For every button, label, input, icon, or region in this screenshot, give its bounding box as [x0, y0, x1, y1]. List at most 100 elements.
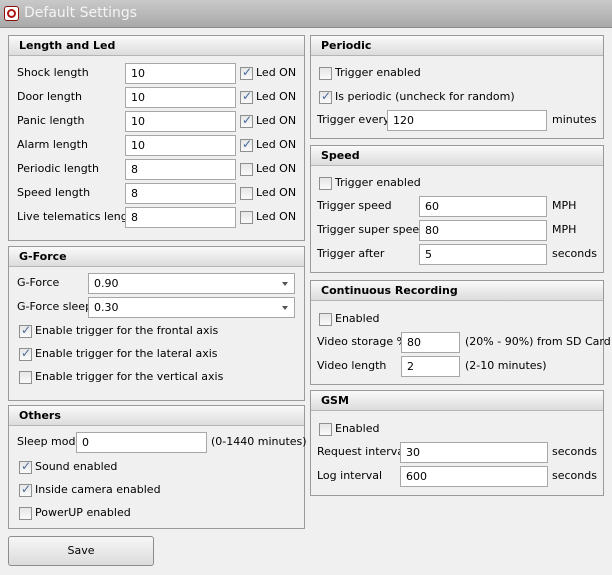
periodic-trigger-label: Trigger enabled	[335, 66, 421, 79]
length-label: Alarm length	[17, 138, 88, 151]
periodic-trigger-checkbox[interactable]	[319, 67, 332, 80]
option-checkbox[interactable]	[19, 346, 32, 361]
log-interval-unit: seconds	[552, 469, 597, 482]
gsm-enabled-checkbox[interactable]	[319, 423, 332, 436]
option-label: Inside camera enabled	[35, 483, 161, 496]
led-on-label: Led ON	[256, 66, 297, 79]
gsm-enabled-label: Enabled	[335, 422, 380, 435]
option-label: Enable trigger for the vertical axis	[35, 370, 224, 383]
video-length-label: Video length	[317, 359, 387, 372]
trigger-every-unit: minutes	[552, 113, 597, 126]
led-on-label: Led ON	[256, 114, 297, 127]
video-storage-input[interactable]	[401, 332, 460, 353]
trigger-after-unit: seconds	[552, 247, 597, 260]
video-storage-hint: (20% - 90%) from SD Card	[465, 335, 611, 348]
length-input[interactable]	[125, 135, 236, 156]
request-interval-unit: seconds	[552, 445, 597, 458]
option-checkbox[interactable]	[19, 371, 32, 384]
periodic-panel: Periodic Trigger enabled Is periodic (un…	[310, 35, 604, 139]
led-on-checkbox[interactable]	[240, 163, 253, 176]
speed-panel: Speed Trigger enabled Trigger speed MPH …	[310, 145, 604, 273]
length-input[interactable]	[125, 207, 236, 228]
option-checkbox[interactable]	[19, 482, 32, 497]
log-interval-label: Log interval	[317, 469, 383, 482]
save-button[interactable]: Save	[8, 536, 154, 566]
length-label: Door length	[17, 90, 83, 103]
panel-header: Continuous Recording	[311, 281, 603, 301]
log-interval-input[interactable]	[400, 466, 548, 487]
option-checkbox[interactable]	[19, 459, 32, 474]
led-on-checkbox[interactable]	[240, 89, 253, 104]
trigger-every-input[interactable]	[387, 110, 547, 131]
gsm-panel: GSM Enabled Request interval seconds Log…	[310, 390, 604, 496]
panel-header: Length and Led	[9, 36, 304, 56]
option-label: Sound enabled	[35, 460, 118, 473]
is-periodic-label: Is periodic (uncheck for random)	[335, 90, 515, 103]
led-on-label: Led ON	[256, 162, 297, 175]
length-input[interactable]	[125, 183, 236, 204]
option-label: Enable trigger for the frontal axis	[35, 324, 219, 337]
length-label: Panic length	[17, 114, 85, 127]
length-label: Periodic length	[17, 162, 99, 175]
video-storage-label: Video storage %	[317, 335, 408, 348]
length-led-panel: Length and Led Shock length Led ON Door le…	[8, 35, 305, 241]
length-label: Speed length	[17, 186, 91, 199]
length-input[interactable]	[125, 87, 236, 108]
option-label: PowerUP enabled	[35, 506, 131, 519]
chevron-down-icon	[282, 306, 288, 310]
gforce-select[interactable]: 0.90	[88, 273, 295, 294]
speed-trigger-label: Trigger enabled	[335, 176, 421, 189]
gforce-panel: G-Force G-Force 0.90 G-Force sleep 0.30 …	[8, 246, 305, 401]
option-checkbox[interactable]	[19, 323, 32, 338]
gforce-sleep-label: G-Force sleep	[17, 300, 93, 313]
panel-header: Others	[9, 406, 304, 426]
speed-trigger-checkbox[interactable]	[319, 177, 332, 190]
gforce-sleep-value: 0.30	[94, 301, 119, 314]
window-title: Default Settings	[24, 5, 138, 21]
app-icon	[4, 6, 19, 21]
trigger-speed-label: Trigger speed	[317, 199, 392, 212]
is-periodic-checkbox[interactable]	[319, 89, 332, 104]
led-on-checkbox[interactable]	[240, 113, 253, 128]
length-input[interactable]	[125, 63, 236, 84]
panel-header: G-Force	[9, 247, 304, 267]
continuous-recording-panel: Continuous Recording Enabled Video stora…	[310, 280, 611, 385]
led-on-checkbox[interactable]	[240, 187, 253, 200]
option-checkbox[interactable]	[19, 507, 32, 520]
trigger-super-speed-input[interactable]	[419, 220, 547, 241]
trigger-super-speed-label: Trigger super speed	[317, 223, 427, 236]
sleep-mode-label: Sleep mode	[17, 435, 83, 448]
length-label: Live telematics length	[17, 210, 140, 223]
recording-enabled-label: Enabled	[335, 312, 380, 325]
title-bar: Default Settings	[0, 0, 612, 28]
led-on-label: Led ON	[256, 186, 297, 199]
gforce-sleep-select[interactable]: 0.30	[88, 297, 295, 318]
trigger-super-speed-unit: MPH	[552, 223, 577, 236]
video-length-hint: (2-10 minutes)	[465, 359, 547, 372]
trigger-speed-input[interactable]	[419, 196, 547, 217]
led-on-label: Led ON	[256, 90, 297, 103]
recording-enabled-checkbox[interactable]	[319, 313, 332, 326]
panel-header: Speed	[311, 146, 603, 166]
length-input[interactable]	[125, 159, 236, 180]
request-interval-label: Request interval	[317, 445, 408, 458]
trigger-every-label: Trigger every	[317, 113, 390, 126]
panel-header: Periodic	[311, 36, 603, 56]
led-on-checkbox[interactable]	[240, 65, 253, 80]
video-length-input[interactable]	[401, 356, 460, 377]
trigger-after-input[interactable]	[419, 244, 547, 265]
sleep-mode-input[interactable]	[76, 432, 207, 453]
option-label: Enable trigger for the lateral axis	[35, 347, 218, 360]
led-on-label: Led ON	[256, 138, 297, 151]
length-input[interactable]	[125, 111, 236, 132]
panel-header: GSM	[311, 391, 603, 411]
length-label: Shock length	[17, 66, 89, 79]
led-on-label: Led ON	[256, 210, 297, 223]
gforce-label: G-Force	[17, 276, 60, 289]
led-on-checkbox[interactable]	[240, 211, 253, 224]
request-interval-input[interactable]	[400, 442, 548, 463]
gforce-value: 0.90	[94, 277, 119, 290]
chevron-down-icon	[282, 282, 288, 286]
led-on-checkbox[interactable]	[240, 137, 253, 152]
sleep-mode-hint: (0-1440 minutes)	[211, 435, 307, 448]
